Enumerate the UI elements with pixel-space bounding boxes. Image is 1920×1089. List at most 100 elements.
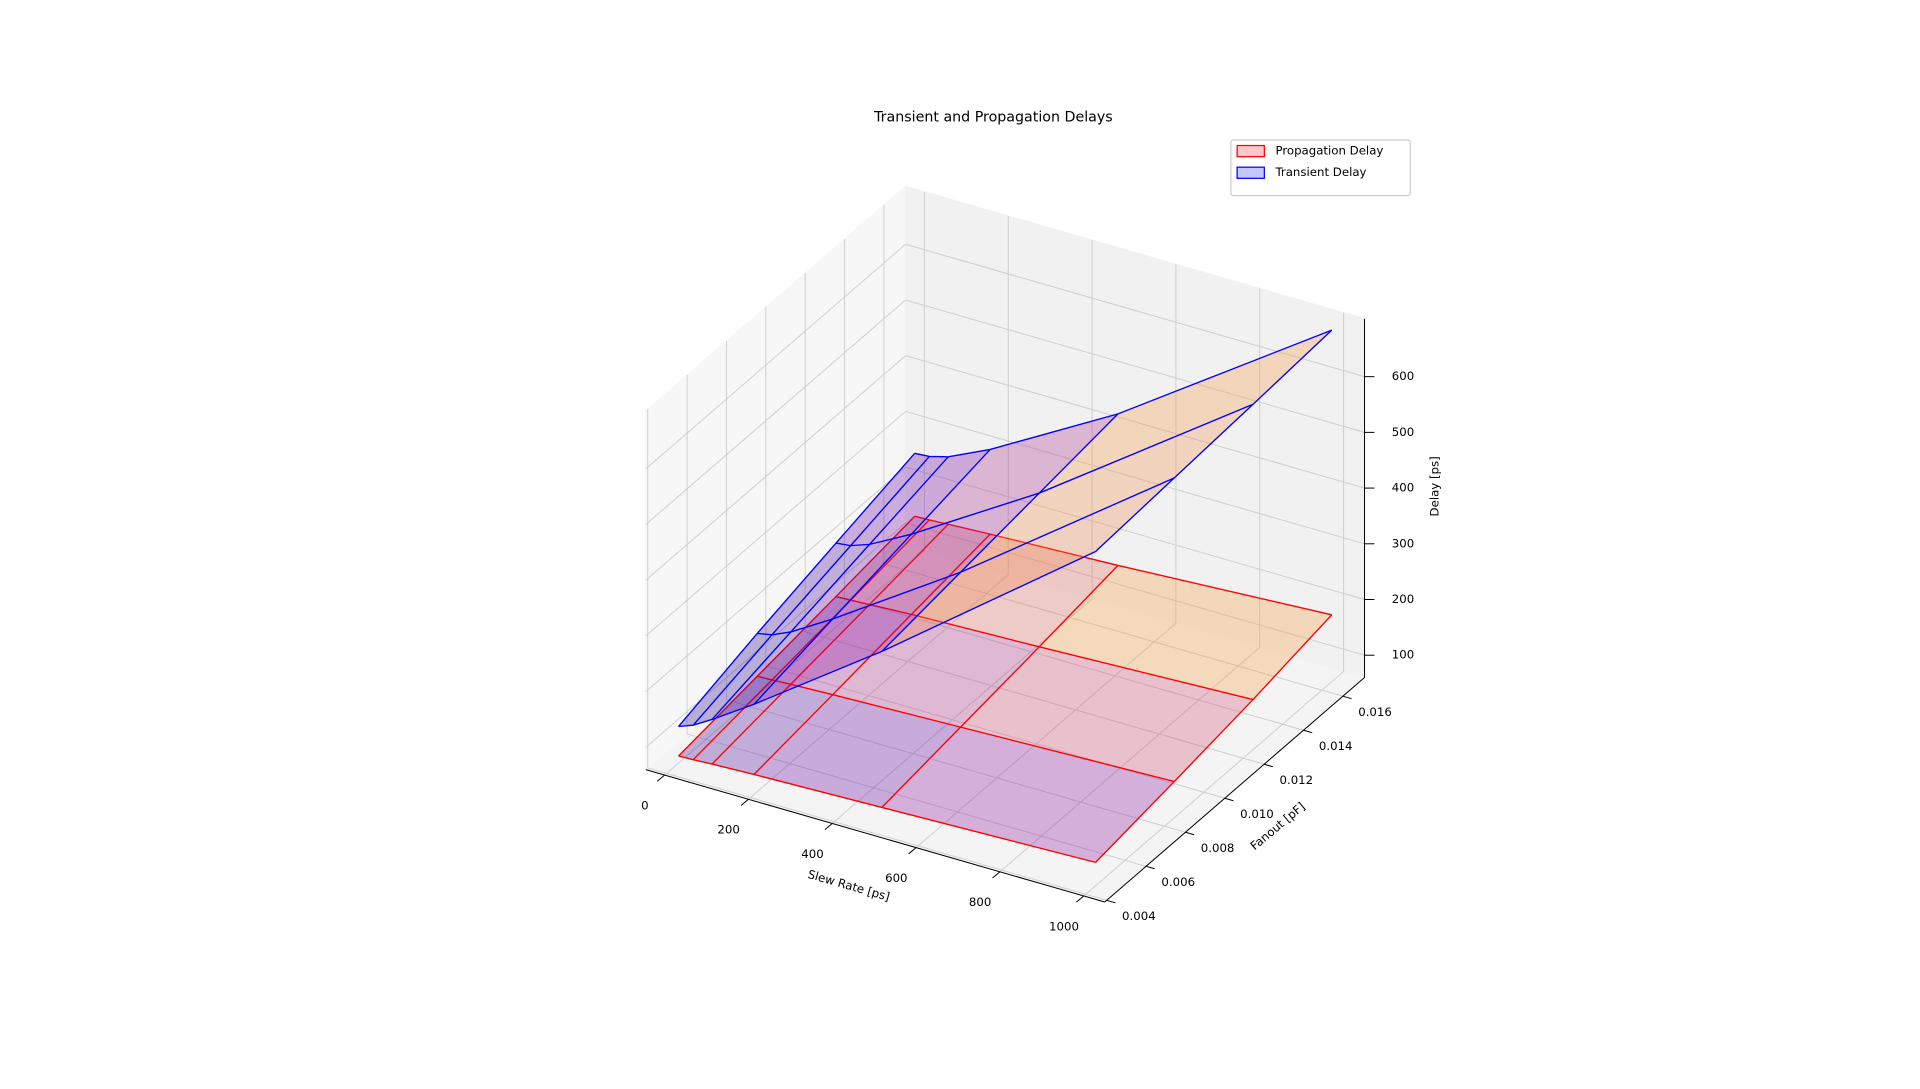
surface-face	[832, 493, 1040, 619]
surface-face	[771, 600, 870, 685]
surface-column-edge	[678, 515, 916, 757]
surface-row-edge	[757, 477, 1175, 636]
legend-label: Propagation Delay	[1275, 144, 1383, 158]
surface-face	[693, 679, 791, 765]
y-tick-label: 0.012	[1280, 773, 1314, 787]
y-axis-line	[1104, 677, 1365, 903]
surface-row-edge	[914, 329, 1333, 458]
surface-column-edge	[753, 533, 991, 775]
grid-line	[645, 243, 1365, 470]
surface-column-edge	[1095, 614, 1333, 863]
y-tick	[1342, 695, 1352, 700]
surface-face	[881, 477, 1175, 652]
y-tick-label: 0.014	[1319, 739, 1353, 753]
surface-column-edge	[711, 523, 949, 765]
grid-line	[844, 239, 1304, 731]
x-tick-label: 0	[641, 799, 648, 813]
y-tick-label: 0.016	[1358, 705, 1392, 719]
grid-line	[831, 240, 1093, 824]
grid-line	[686, 375, 1147, 867]
surface-face	[693, 631, 791, 726]
grid-line	[645, 410, 1365, 637]
legend-swatch	[1236, 144, 1265, 158]
surface-face	[869, 449, 991, 545]
x-tick-label: 600	[885, 871, 907, 885]
chart-title: Transient and Propagation Delays	[873, 110, 1113, 126]
surface-face	[960, 646, 1254, 782]
grid-line	[647, 409, 1107, 901]
x-tick-label: 200	[717, 823, 739, 837]
surface-column-edge	[881, 413, 1119, 652]
surface-column-edge	[753, 448, 991, 705]
surface-face	[1039, 565, 1332, 700]
z-tick-label: 600	[1392, 369, 1414, 383]
surface-face	[757, 596, 851, 680]
x-tick-label: 800	[969, 895, 991, 909]
x-tick	[992, 871, 1001, 879]
surface-face	[835, 516, 930, 601]
y-tick-label: 0.004	[1122, 909, 1156, 923]
x-tick	[1076, 895, 1085, 903]
surface-face	[712, 618, 833, 720]
y-tick-label: 0.006	[1161, 875, 1195, 889]
grid-line	[999, 288, 1261, 873]
surface-row-edge	[914, 515, 1332, 616]
surface-face	[790, 534, 912, 632]
surface-face	[835, 453, 930, 546]
x-axis-label: Slew Rate [ps]	[806, 867, 891, 904]
surface-face	[881, 727, 1175, 863]
y-tick	[1185, 831, 1195, 836]
surface	[678, 515, 1333, 864]
x-tick	[656, 774, 665, 782]
surface-face	[678, 676, 772, 760]
grid-line	[645, 299, 1365, 525]
legend-box	[1230, 139, 1411, 197]
surface-face	[678, 633, 772, 727]
legend-label: Transient Delay	[1274, 165, 1366, 179]
x-tick	[824, 823, 833, 831]
surface-row-edge	[835, 595, 1254, 701]
surface-column-edge	[881, 564, 1119, 808]
surface-face	[1039, 330, 1332, 494]
y-tick	[1303, 729, 1313, 734]
surface-column-edge	[1095, 329, 1333, 553]
y-tick	[1145, 865, 1155, 870]
x-tick	[908, 847, 917, 855]
surface-column-edge	[692, 455, 930, 726]
y-tick	[1224, 797, 1234, 802]
surface-face	[790, 604, 912, 695]
surface-column-edge	[692, 519, 930, 761]
grid-line	[1083, 312, 1345, 897]
surface-column-edge	[711, 456, 949, 720]
x-tick-label: 1000	[1049, 919, 1079, 933]
y-tick-label: 0.008	[1201, 841, 1235, 855]
surface-face	[850, 456, 949, 546]
z-tick-label: 100	[1392, 648, 1414, 662]
grid-line	[645, 466, 1365, 693]
surface-row-edge	[678, 550, 1096, 728]
y-tick	[1106, 899, 1116, 904]
grid-line	[804, 273, 1265, 765]
surface-face	[712, 684, 833, 775]
surface-face	[960, 404, 1254, 573]
z-tick-label: 200	[1392, 592, 1414, 606]
surface-row-edge	[835, 403, 1254, 547]
legend-swatch	[1236, 166, 1265, 179]
grid-line	[765, 307, 1225, 799]
x-tick	[740, 798, 749, 806]
surface-face	[911, 413, 1119, 535]
z-tick-label: 300	[1392, 536, 1414, 550]
surface-row-edge	[757, 675, 1175, 783]
surface	[678, 329, 1333, 728]
surface-row-edge	[678, 755, 1096, 864]
surface-face	[753, 572, 961, 705]
x-tick-label: 400	[801, 847, 823, 861]
z-tick-label: 500	[1392, 425, 1414, 439]
y-tick-label: 0.010	[1240, 807, 1274, 821]
x-axis-line	[645, 769, 1105, 903]
grid-line	[748, 215, 1009, 800]
z-tick-label: 400	[1392, 481, 1414, 495]
surface-face	[869, 524, 991, 615]
surface-face	[771, 544, 870, 635]
